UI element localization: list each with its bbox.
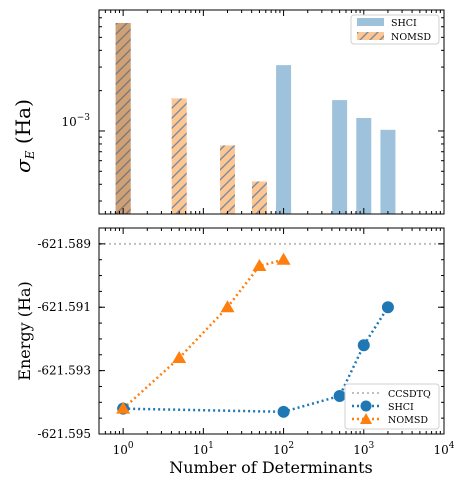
legend-label-nomsd-bottom: NOMSD: [388, 415, 428, 426]
top-panel: 10−3 σE (Ha) SHCI NOMSD: [11, 9, 445, 215]
legend-label-ccsdtq: CCSDTQ: [388, 389, 431, 400]
top-legend: SHCI NOMSD: [350, 14, 440, 45]
top-ytick-label: 10−3: [61, 113, 90, 129]
bar-hatch-nomsd-1: [171, 98, 187, 214]
xtick-label-2: 102: [273, 441, 294, 457]
top-y-axis-title: σE (Ha): [11, 99, 37, 173]
point-nomsd-3: [252, 259, 267, 272]
legend-label-shci: SHCI: [391, 18, 417, 29]
xtick-label-3: 103: [353, 441, 374, 457]
bar-hatch-nomsd-2: [220, 145, 236, 214]
x-axis-title: Number of Determinants: [169, 458, 372, 477]
ytick-label-0: -621.589: [37, 237, 91, 251]
point-nomsd-0: [116, 401, 131, 414]
bar-hatch-nomsd-0: [115, 22, 131, 215]
legend-swatch-shci: [357, 18, 384, 26]
bottom-panel: -621.589-621.591-621.593-621.595 100 101 1…: [15, 227, 455, 477]
bar-shci-1-0: [276, 65, 292, 215]
legend-label-nomsd: NOMSD: [391, 32, 431, 43]
series-markers-layer: [116, 252, 394, 418]
xtick-label-0: 100: [113, 441, 134, 457]
point-nomsd-2: [220, 300, 235, 313]
bottom-xtick-labels: 100 101 102 103 104: [113, 441, 455, 457]
bar-overlap-shade: [115, 22, 131, 215]
legend-marker-nomsd: [360, 413, 372, 424]
top-axes-frame: [98, 9, 445, 215]
bottom-ytick-labels: -621.589 -621.591 -621.593 -621.595: [37, 237, 91, 441]
legend-label-shci-bottom: SHCI: [388, 402, 414, 413]
bar-shci-1-2: [356, 117, 372, 214]
bars-layer: [115, 22, 396, 215]
xtick-label-4: 104: [433, 441, 454, 457]
legend-swatch-nomsd-hatch: [357, 32, 384, 40]
ytick-label-3: -621.595: [37, 427, 91, 441]
bottom-legend: CCSDTQ SHCI NOMSD: [344, 383, 440, 430]
legend-marker-shci: [360, 400, 372, 412]
ytick-label-2: -621.593: [37, 364, 91, 378]
bottom-axes-frame: [98, 227, 445, 435]
point-nomsd-4: [276, 252, 291, 265]
series-line-shci: [123, 306, 389, 414]
bar-shci-1-1: [332, 100, 348, 214]
point-nomsd-1: [172, 350, 187, 363]
series-line-nomsd: [122, 258, 284, 410]
bar-hatch-nomsd-3: [251, 181, 267, 214]
point-shci-3: [357, 339, 370, 352]
bottom-y-axis-title: Energy (Ha): [15, 281, 34, 380]
ytick-label-1: -621.591: [37, 300, 91, 314]
point-shci-2: [333, 389, 346, 402]
point-shci-1: [277, 405, 290, 418]
xtick-label-1: 101: [193, 441, 214, 457]
point-shci-4: [381, 301, 394, 314]
bar-shci-1-3: [380, 129, 396, 214]
